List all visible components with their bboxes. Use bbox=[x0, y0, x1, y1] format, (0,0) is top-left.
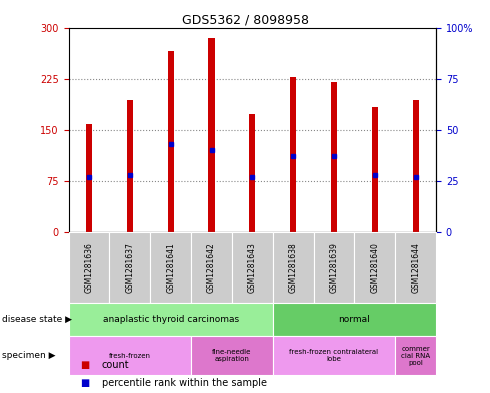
Bar bbox=[395, 232, 436, 303]
Text: specimen ▶: specimen ▶ bbox=[2, 351, 56, 360]
Bar bbox=[331, 82, 337, 232]
Bar bbox=[273, 232, 314, 303]
Bar bbox=[413, 100, 419, 232]
Bar bbox=[69, 336, 191, 375]
Text: GSM1281641: GSM1281641 bbox=[166, 242, 175, 293]
Bar bbox=[150, 232, 191, 303]
Bar bbox=[127, 100, 133, 232]
Bar bbox=[273, 336, 395, 375]
Bar bbox=[314, 232, 354, 303]
Text: GSM1281643: GSM1281643 bbox=[248, 242, 257, 293]
Text: ■: ■ bbox=[79, 360, 89, 371]
Bar bbox=[208, 38, 215, 232]
Bar bbox=[86, 124, 92, 232]
Text: GSM1281644: GSM1281644 bbox=[411, 242, 420, 293]
Text: GSM1281636: GSM1281636 bbox=[84, 242, 94, 293]
Text: GSM1281638: GSM1281638 bbox=[289, 242, 298, 293]
Text: ■: ■ bbox=[79, 378, 89, 388]
Bar bbox=[395, 336, 436, 375]
Text: commer
cial RNA
pool: commer cial RNA pool bbox=[401, 346, 430, 365]
Bar bbox=[69, 303, 273, 336]
Text: GDS5362 / 8098958: GDS5362 / 8098958 bbox=[181, 14, 309, 27]
Text: GSM1281642: GSM1281642 bbox=[207, 242, 216, 293]
Text: disease state ▶: disease state ▶ bbox=[2, 315, 73, 324]
Text: GSM1281639: GSM1281639 bbox=[329, 242, 339, 293]
Bar bbox=[249, 114, 255, 232]
Text: normal: normal bbox=[339, 315, 370, 324]
Bar bbox=[191, 336, 273, 375]
Bar bbox=[232, 232, 273, 303]
Text: fresh-frozen: fresh-frozen bbox=[109, 353, 151, 359]
Bar bbox=[354, 232, 395, 303]
Text: count: count bbox=[102, 360, 129, 371]
Text: fresh-frozen contralateral
lobe: fresh-frozen contralateral lobe bbox=[290, 349, 379, 362]
Text: GSM1281640: GSM1281640 bbox=[370, 242, 379, 293]
Bar bbox=[109, 232, 150, 303]
Bar bbox=[290, 77, 296, 232]
Bar bbox=[273, 303, 436, 336]
Bar bbox=[69, 232, 109, 303]
Text: anaplastic thyroid carcinomas: anaplastic thyroid carcinomas bbox=[102, 315, 239, 324]
Bar bbox=[191, 232, 232, 303]
Bar bbox=[168, 51, 174, 232]
Bar bbox=[372, 107, 378, 232]
Text: fine-needle
aspiration: fine-needle aspiration bbox=[212, 349, 252, 362]
Text: percentile rank within the sample: percentile rank within the sample bbox=[102, 378, 267, 388]
Text: GSM1281637: GSM1281637 bbox=[125, 242, 134, 293]
